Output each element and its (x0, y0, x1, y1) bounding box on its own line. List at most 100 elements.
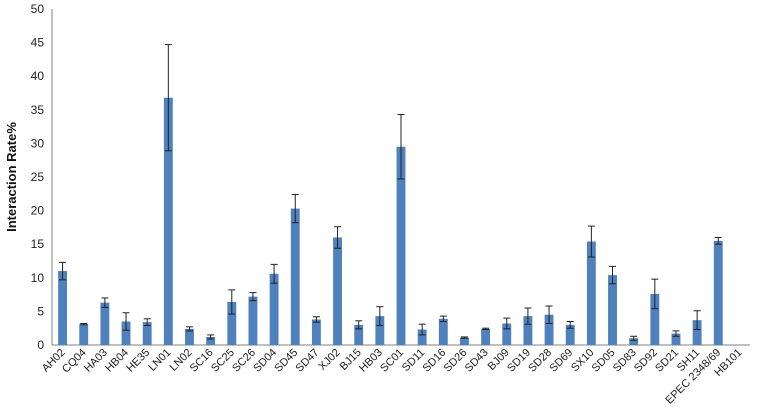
bar (396, 146, 406, 345)
error-bars-group (59, 44, 722, 341)
error-bar (122, 312, 130, 331)
error-bar (228, 289, 236, 315)
bar (248, 296, 258, 345)
x-category-label: HB03 (357, 347, 385, 375)
error-bar (630, 335, 638, 341)
bar (565, 324, 575, 345)
x-category-label: SD19 (505, 347, 533, 375)
y-tick-label: 35 (31, 103, 45, 117)
bar (142, 322, 152, 345)
y-tick-label: 0 (37, 338, 44, 352)
x-category-label: HE35 (124, 347, 152, 375)
bar (290, 208, 300, 345)
x-category-label: SD05 (590, 347, 618, 375)
error-bar (291, 193, 299, 224)
y-axis-label: Interaction Rate% (4, 122, 19, 232)
x-category-label: SD16 (420, 347, 448, 375)
bar (58, 271, 68, 345)
y-tick-label: 45 (31, 36, 45, 50)
bar (375, 316, 385, 345)
y-tick-label: 5 (37, 304, 44, 318)
error-bar (143, 318, 151, 327)
bar (311, 319, 321, 345)
y-tick-label: 10 (31, 271, 45, 285)
bar (692, 320, 702, 345)
error-bar (164, 44, 172, 152)
bar (163, 97, 173, 345)
x-category-label: SD92 (632, 347, 660, 375)
x-category-labels: AH02CQ04HA03HB04HE35LN01LN02SC16SC25SC26… (40, 347, 745, 407)
x-category-label: SC25 (209, 347, 237, 375)
x-category-label: CQ04 (60, 347, 89, 376)
x-category-label: SD28 (526, 347, 554, 375)
error-bar (609, 265, 617, 285)
bar (544, 314, 554, 345)
error-bar (545, 305, 553, 324)
error-bar (418, 323, 426, 336)
x-category-label: SD47 (294, 347, 322, 375)
error-bar (334, 226, 342, 249)
error-bar (312, 316, 320, 323)
bar (629, 338, 639, 345)
error-bar (101, 297, 109, 308)
bar (523, 316, 533, 345)
bar (121, 321, 131, 345)
bar (100, 302, 110, 345)
error-bar (439, 315, 447, 322)
x-category-label: SD69 (547, 347, 575, 375)
error-bar (397, 114, 405, 180)
x-category-label: SC01 (378, 347, 406, 375)
bar (438, 318, 448, 345)
x-category-label: SD04 (251, 347, 279, 375)
error-bar (714, 236, 722, 245)
x-category-label: SC26 (230, 347, 258, 375)
y-tick-label: 30 (31, 136, 45, 150)
error-bar (693, 310, 701, 331)
y-tick-label: 15 (31, 237, 45, 251)
bar (481, 328, 491, 345)
x-category-label: LN01 (146, 347, 173, 374)
error-bar (651, 278, 659, 310)
x-category-label: SD83 (611, 347, 639, 375)
error-bar (376, 306, 384, 327)
bar (460, 337, 469, 345)
y-tick-label: 50 (31, 2, 45, 16)
bar (354, 324, 364, 345)
x-category-label: SD43 (463, 347, 491, 375)
bar (206, 336, 216, 345)
error-bar (672, 330, 680, 337)
bar (713, 240, 723, 345)
x-category-label: SD21 (653, 347, 681, 375)
bar (333, 237, 342, 345)
error-bar (587, 225, 595, 258)
error-bar (80, 322, 88, 326)
error-bar (524, 307, 532, 325)
error-bar (270, 263, 278, 284)
error-bar (355, 320, 363, 330)
bar (608, 275, 617, 345)
y-tick-label: 25 (31, 170, 45, 184)
x-category-label: XJ02 (316, 347, 342, 373)
x-category-label: HA03 (82, 347, 110, 375)
y-tick-label: 40 (31, 69, 45, 83)
bar (586, 241, 596, 345)
x-category-label: SD45 (272, 347, 300, 375)
x-category-label: SD26 (442, 347, 470, 375)
error-bar (207, 334, 215, 340)
y-axis-ticks: 0 5 10 15 20 25 30 35 40 45 50 (31, 2, 45, 352)
x-category-label: HB04 (103, 347, 131, 375)
error-bar (482, 327, 490, 331)
bar (185, 328, 194, 345)
bar (417, 329, 427, 345)
y-tick-label: 20 (31, 204, 45, 218)
error-bar (59, 261, 67, 281)
bar (502, 323, 512, 345)
error-bar (249, 292, 257, 302)
bar (269, 273, 279, 345)
bars-group (58, 97, 723, 345)
bar (79, 324, 89, 345)
bar (227, 301, 237, 345)
error-bar (185, 326, 193, 332)
error-bar (566, 320, 574, 329)
